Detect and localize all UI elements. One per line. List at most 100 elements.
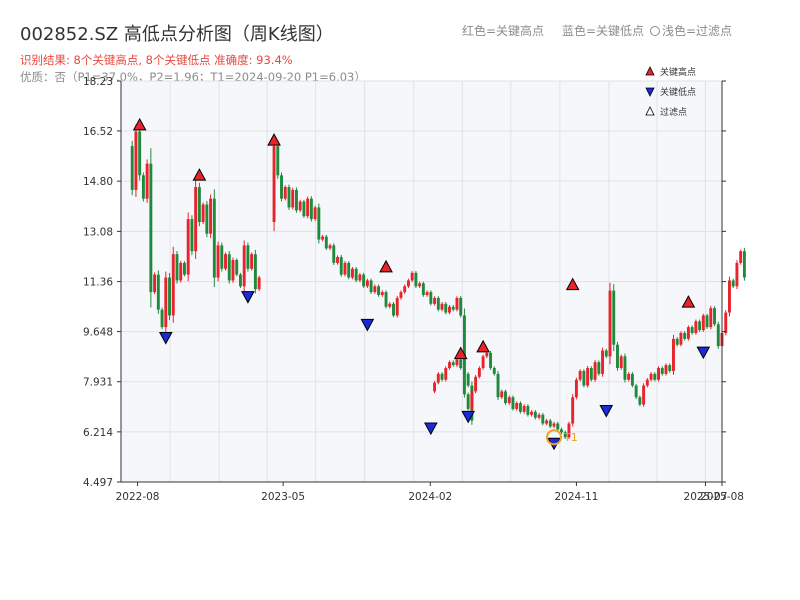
candle-body: [399, 292, 403, 298]
candle-body: [582, 370, 586, 386]
candle-body: [235, 259, 239, 275]
candle-body: [560, 429, 563, 433]
candle-body: [690, 327, 694, 333]
x-tick-label: 2024-02: [408, 491, 452, 503]
candle-body: [130, 146, 134, 190]
candle-body: [481, 356, 485, 369]
candle-body: [380, 292, 384, 296]
candle-body: [653, 373, 657, 380]
candle-body: [548, 420, 552, 427]
candle-body: [444, 368, 448, 380]
y-tick-label: 11.36: [83, 277, 113, 289]
candle-body: [668, 365, 672, 371]
candle-body: [384, 292, 388, 307]
x-tick-label: 2023-05: [261, 491, 305, 503]
candle-body: [212, 198, 216, 278]
candle-body: [362, 274, 366, 287]
candle-body: [455, 297, 459, 310]
candle-body: [627, 373, 631, 380]
candle-body: [593, 362, 597, 380]
candle-body: [574, 379, 578, 398]
candle-body: [448, 362, 451, 369]
candle-body: [496, 373, 500, 398]
candle-body: [683, 332, 687, 339]
candle-body: [175, 254, 179, 281]
candle-body: [589, 368, 593, 380]
y-tick-label: 9.648: [83, 327, 113, 339]
candle-body: [657, 368, 660, 380]
candle-body: [500, 391, 504, 398]
key-high-marker: [192, 168, 207, 181]
candle-body: [324, 236, 328, 249]
key-low-marker: [360, 318, 375, 332]
candle-body: [365, 280, 369, 287]
candle-body: [321, 236, 325, 240]
candle-body: [283, 186, 287, 199]
candle-body: [231, 259, 235, 281]
candle-body: [567, 423, 571, 438]
candle-body: [474, 376, 478, 392]
candle-body: [190, 219, 194, 252]
candle-body: [601, 350, 605, 374]
candle-body: [556, 423, 560, 430]
candle-body: [522, 405, 526, 412]
candle-body: [451, 306, 455, 310]
candle-body: [425, 292, 429, 296]
candle-body: [642, 385, 646, 405]
candle-body: [541, 414, 545, 424]
candle-body: [250, 254, 254, 269]
candle-body: [440, 373, 444, 380]
key-low-marker: [158, 332, 173, 345]
candle-body: [578, 370, 582, 380]
top-legend-blue: 蓝色=关键低点: [562, 24, 645, 38]
candle-body: [742, 251, 746, 278]
top-legend-red: 红色=关键高点: [462, 24, 545, 38]
candle-body: [470, 391, 474, 409]
x-tick-label: 2025-07: [684, 491, 728, 503]
candle-body: [418, 283, 422, 287]
candle-body: [358, 274, 362, 281]
candle-body: [724, 312, 728, 333]
candle-body: [660, 368, 664, 374]
candle-body: [224, 254, 227, 269]
candle-body: [336, 257, 339, 263]
y-axis-ticks: 4.497 6.214 7.931 9.648 11.36 13.08 14.80 16.52…: [83, 76, 726, 489]
candle-body: [444, 303, 448, 313]
candle-body: [197, 186, 201, 223]
candle-body: [645, 379, 649, 386]
candle-body: [563, 432, 567, 438]
candle-body: [739, 251, 743, 263]
candle-body: [309, 198, 313, 220]
candle-body: [586, 368, 590, 386]
y-tick-label: 14.80: [83, 176, 113, 188]
candle-body: [246, 245, 250, 269]
legend-label: 关键低点: [660, 86, 696, 98]
key-high-marker: [379, 259, 393, 273]
candle-body: [537, 414, 541, 418]
candle-body: [552, 423, 556, 427]
candle-body: [141, 175, 145, 199]
candle-body: [507, 397, 511, 404]
top-legend-light: 浅色=过滤点: [650, 22, 732, 39]
candle-body: [705, 315, 709, 328]
legend-label: 过滤点: [660, 106, 687, 118]
candle-body: [306, 198, 310, 217]
t1-label: T1: [563, 431, 578, 444]
y-tick-label: 16.52: [83, 126, 113, 138]
horizontal-gridlines: [121, 80, 722, 433]
candle-body: [504, 391, 507, 404]
candle-body: [339, 257, 343, 275]
candle-body: [388, 303, 392, 307]
candle-body: [313, 207, 317, 220]
candle-body: [698, 321, 702, 331]
y-tick-label: 7.931: [83, 377, 113, 389]
candle-body: [616, 344, 619, 369]
candle-body: [257, 277, 261, 290]
candle-body: [515, 403, 519, 409]
candle-body: [153, 274, 157, 293]
candle-body: [238, 274, 242, 287]
x-tick-label: 2024-11: [554, 491, 598, 503]
y-tick-label: 4.497: [83, 477, 113, 489]
